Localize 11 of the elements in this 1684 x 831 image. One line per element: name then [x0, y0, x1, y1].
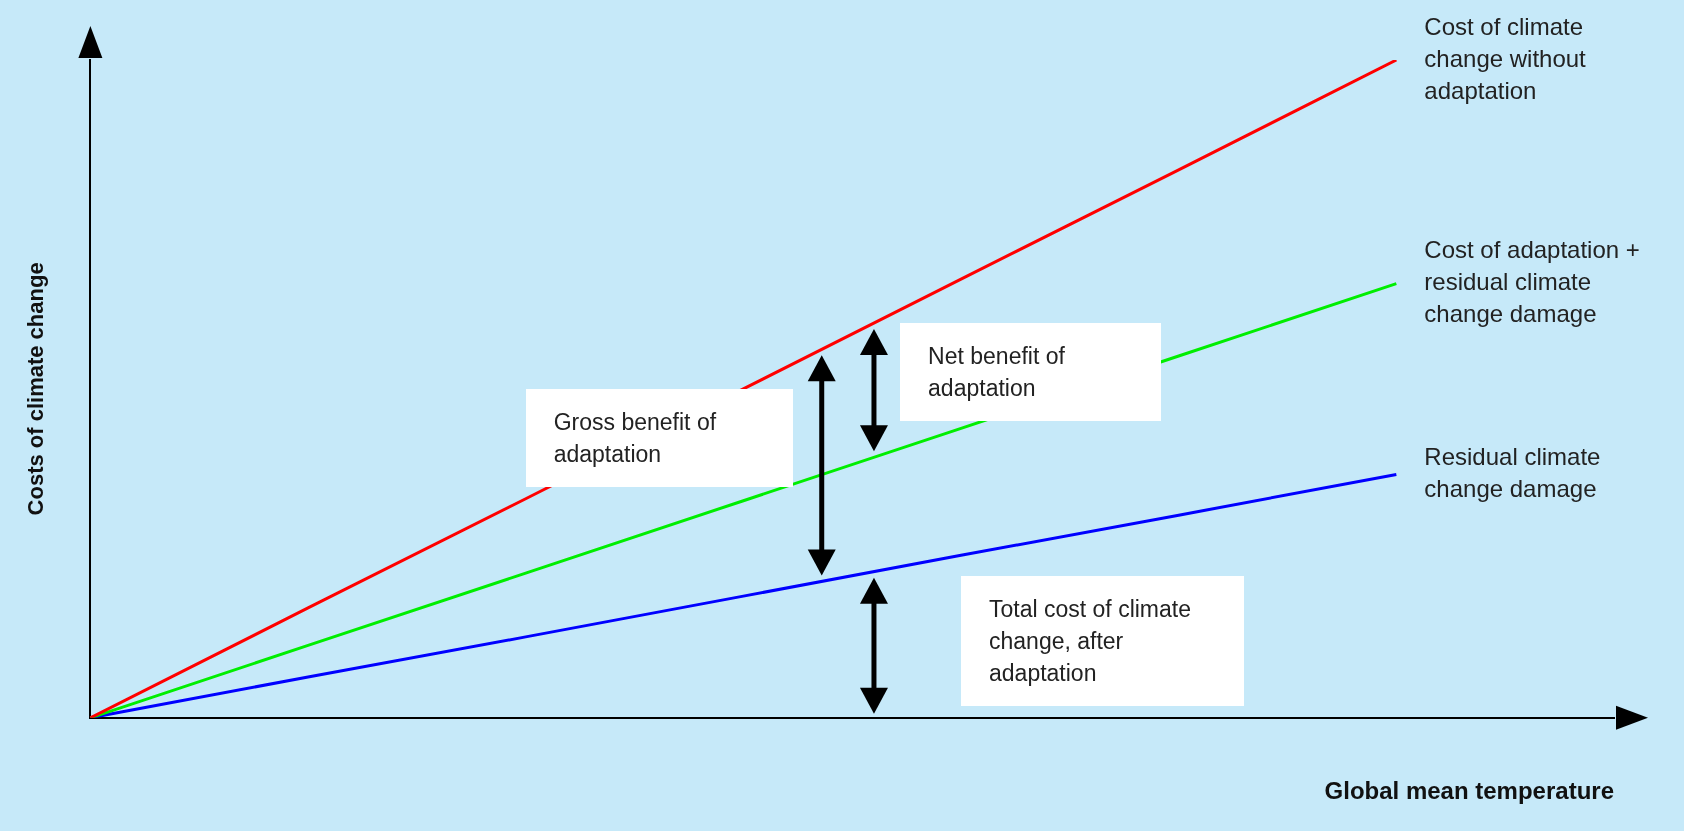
annotation: Gross benefit of adaptation: [553, 408, 717, 467]
series-label: Residual climate change damage: [1424, 443, 1601, 503]
series-label: Cost of adaptation + residual climate change damage: [1424, 236, 1640, 328]
text-box: Net benefit of adaptation: [900, 323, 1162, 422]
text-box: Total cost of climate change, after adaptation: [961, 576, 1244, 707]
text-box: Gross benefit of adaptation: [525, 388, 794, 487]
x-axis-title: Global mean temperature: [1324, 777, 1614, 805]
annotation: Total cost of climate change, after adaptation: [989, 596, 1191, 687]
y-axis-title: Costs of climate change: [23, 262, 49, 516]
series-label: Cost of climate change without adaptation: [1424, 12, 1587, 104]
annotation: Net benefit of adaptation: [928, 343, 1065, 402]
